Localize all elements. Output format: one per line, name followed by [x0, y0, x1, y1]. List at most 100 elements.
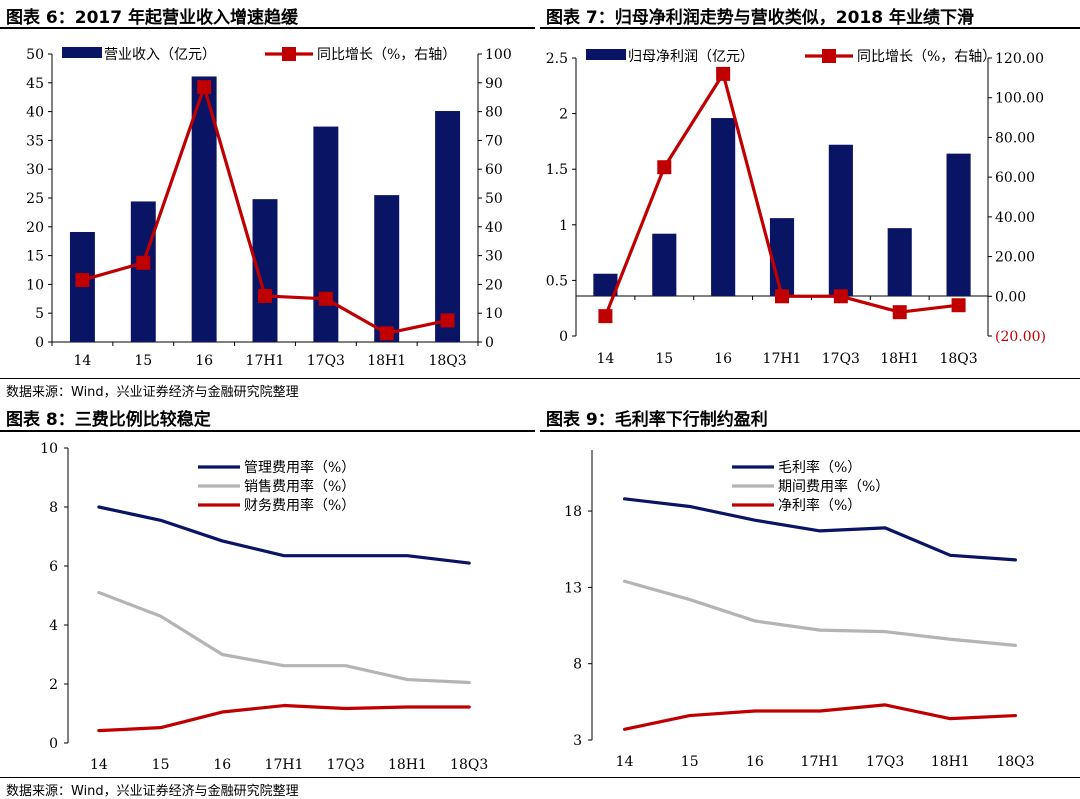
- fig9-title: 图表 9：毛利率下行制约盈利: [546, 410, 768, 430]
- fig7-x-label: 18H1: [880, 351, 919, 367]
- fig6-left-tick-label: 50: [26, 47, 44, 63]
- fig9-x-label: 16: [746, 754, 764, 770]
- top-rule-left: [0, 27, 535, 29]
- fig6-x-label: 18H1: [367, 353, 406, 369]
- fig7-right-tick-label: 40.00: [995, 210, 1035, 226]
- fig6-bar: [130, 201, 156, 342]
- fig6-right-tick-label: 100: [485, 47, 512, 63]
- fig6-x-label: 14: [74, 353, 92, 369]
- fig7-chart: 0 0.5 1 1.5 2 2.5 (20.00) 0.00 20.00 40.00 60.00 80…: [546, 48, 1046, 367]
- fig9-x-label: 18H1: [931, 754, 970, 770]
- fig7-left-tick-label: 1: [559, 218, 568, 234]
- fig9-x-label: 14: [616, 754, 634, 770]
- fig6-left-tick-label: 30: [26, 162, 44, 178]
- fig7-bar: [593, 273, 618, 296]
- fig7-right-tick-label: 80.00: [995, 130, 1035, 146]
- top-rule-right: [540, 27, 1080, 29]
- fig6-growth-marker: [258, 288, 272, 303]
- fig6-growth-marker: [75, 273, 90, 288]
- fig8-x-label: 18H1: [388, 757, 427, 773]
- fig7-right-tick-label: 60.00: [995, 170, 1035, 186]
- fig8-chart: 0 2 4 6 8 10 14 15 16 17H1 17Q3 18H1 18Q3 管理费用率（%） 销售费…: [40, 441, 488, 773]
- fig9-y-tick-label: 3: [573, 733, 582, 749]
- fig7-legend-line-label: 同比增长（%，右轴）: [857, 49, 996, 65]
- fig6-left-tick-label: 20: [26, 220, 44, 236]
- fig6-right-tick-label: 40: [485, 220, 503, 236]
- fig8-x-label: 16: [213, 757, 231, 773]
- source-note-bottom: 数据来源：Wind，兴业证券经济与金融研究院整理: [6, 784, 299, 799]
- fig8-x-label: 17Q3: [327, 757, 365, 773]
- fig6-x-label: 17Q3: [307, 353, 345, 369]
- fig9-series-line-2: [622, 579, 1018, 647]
- fig7-right-tick-label: 120.00: [995, 51, 1044, 67]
- fig7-growth-marker: [892, 305, 907, 320]
- fig6-right-tick-label: 60: [485, 162, 503, 178]
- fig9-y-tick-label: 8: [573, 657, 582, 673]
- fig7-legend-line-marker: [822, 49, 836, 63]
- fig6-left-tick-label: 45: [26, 76, 44, 92]
- fig7-left-tick-label: 2: [559, 107, 568, 123]
- fig6-left-tick-label: 0: [35, 335, 44, 351]
- fig6-right-tick-label: 70: [485, 133, 503, 149]
- fig8-x-label: 15: [152, 757, 170, 773]
- fig9-series-line-1: [622, 497, 1018, 562]
- fig6-bar: [374, 195, 400, 342]
- fig6-legend-bar-label: 营业收入（亿元）: [104, 47, 216, 63]
- fig6-left-tick-label: 35: [26, 133, 44, 149]
- fig7-x-label: 14: [597, 351, 615, 367]
- fig6-bar: [435, 111, 461, 342]
- fig8-legend-label-2: 销售费用率（%）: [244, 478, 355, 495]
- fig6-right-tick-label: 90: [485, 76, 503, 92]
- fig7-x-label: 17Q3: [822, 351, 860, 367]
- fig8-y-tick-label: 6: [49, 559, 58, 575]
- fig9-series-line-3: [622, 703, 1018, 731]
- fig7-left-tick-label: 0: [559, 329, 568, 345]
- fig9-chart: 3 8 13 18 14 15 16 17H1 17Q3 18H1 18Q3 毛利率（%） 期间费用率（…: [564, 450, 1035, 770]
- fig7-bar: [652, 233, 677, 296]
- fig7-x-label: 17H1: [763, 351, 802, 367]
- fig7-right-tick-label: (20.00): [995, 329, 1046, 345]
- mid-rule-right: [540, 430, 1080, 432]
- fig8-x-label: 18Q3: [450, 757, 488, 773]
- fig6-x-label: 16: [195, 353, 213, 369]
- source-rule-top: [0, 378, 1080, 379]
- fig8-legend-label-3: 财务费用率（%）: [244, 497, 355, 514]
- fig7-legend-bar-swatch: [586, 49, 626, 60]
- fig6-left-tick-label: 15: [26, 249, 44, 265]
- fig9-y-tick-label: 18: [564, 504, 582, 520]
- fig6-legend-line-label: 同比增长（%，右轴）: [317, 47, 456, 63]
- fig8-y-tick-label: 8: [49, 500, 58, 516]
- fig8-y-tick-label: 10: [40, 441, 58, 457]
- fig8-x-label: 14: [90, 757, 108, 773]
- fig9-x-label: 17Q3: [866, 754, 904, 770]
- fig9-x-label: 17H1: [801, 754, 840, 770]
- fig6-legend-bar-swatch: [62, 47, 102, 58]
- fig6-x-label: 15: [134, 353, 152, 369]
- fig6-growth-marker: [318, 291, 333, 306]
- fig9-y-tick-label: 13: [564, 580, 582, 596]
- fig9-legend-label-2: 期间费用率（%）: [778, 478, 889, 495]
- fig6-chart: 0 5 10 15 20 25 30 35 40 45 50 0 10 20 30 40 50 60 70 80 90 1…: [26, 47, 512, 369]
- fig7-left-tick-label: 0.5: [546, 273, 568, 289]
- fig6-left-tick-label: 10: [26, 277, 44, 293]
- fig7-growth-marker: [598, 309, 613, 324]
- fig7-growth-marker: [657, 160, 672, 175]
- fig6-growth-marker: [197, 80, 212, 95]
- fig7-title: 图表 7：归母净利润走势与营收类似，2018 年业绩下滑: [546, 8, 974, 28]
- fig8-y-tick-label: 2: [49, 677, 58, 693]
- fig6-left-tick-label: 25: [26, 191, 44, 207]
- mid-rule-left: [0, 430, 535, 432]
- fig6-left-tick-label: 40: [26, 105, 44, 121]
- fig6-right-tick-label: 50: [485, 191, 503, 207]
- fig9-x-label: 15: [681, 754, 699, 770]
- fig6-growth-marker: [136, 255, 151, 270]
- fig7-x-label: 18Q3: [939, 351, 977, 367]
- fig6-legend-line-marker: [282, 47, 296, 61]
- fig6-left-tick-label: 5: [35, 306, 44, 322]
- fig7-left-tick-label: 1.5: [546, 162, 568, 178]
- fig6-growth-marker: [440, 313, 455, 328]
- source-rule-bottom: [0, 777, 1080, 778]
- fig7-growth-marker: [716, 66, 731, 81]
- fig6-right-tick-label: 80: [485, 105, 503, 121]
- fig7-right-tick-label: 0.00: [995, 289, 1026, 305]
